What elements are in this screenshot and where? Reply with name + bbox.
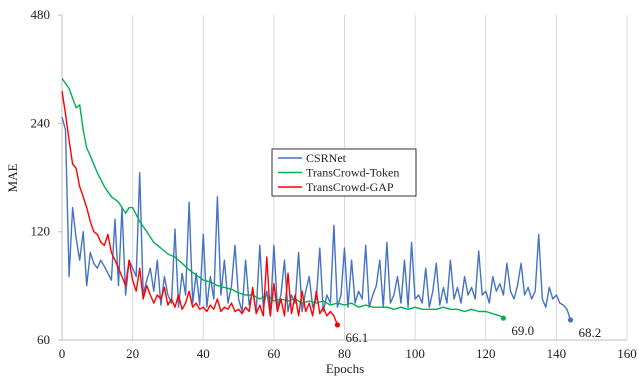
y-tick-label: 120 [31,224,51,239]
y-tick-labels: 60 120 240 480 [31,7,51,347]
x-tick-label: 20 [126,346,139,361]
annotations: 66.1 69.0 68.2 [345,323,601,345]
x-tick-label: 120 [476,346,496,361]
series-lines [61,77,572,326]
x-tick-label: 60 [267,346,280,361]
x-tick-label: 40 [197,346,210,361]
annotation-label: 69.0 [511,323,534,338]
y-tick-label: 240 [31,115,51,130]
legend-label-1: TransCrowd-Token [306,166,399,180]
x-axis-label: Epochs [326,361,364,376]
series-endpoint-1 [500,315,507,321]
annotation-label: 68.2 [579,325,602,340]
x-tick-label: 160 [617,346,637,361]
y-tick-label: 60 [37,332,50,347]
series-line-1 [61,77,504,319]
legend-label-2: TransCrowd-GAP [306,180,394,194]
axes [58,14,627,341]
series-endpoints [334,315,574,328]
x-tick-label: 0 [59,346,66,361]
y-tick-label: 480 [31,7,51,22]
legend-label-0: CSRNet [306,151,347,165]
y-axis-label: MAE [5,163,20,192]
series-endpoint-2 [334,322,341,328]
annotation-label: 66.1 [345,330,368,345]
x-tick-labels: 0 20 40 60 80 100 120 140 160 [59,346,637,361]
series-line-0 [61,116,572,321]
x-tick-label: 100 [405,346,425,361]
x-tick-label: 140 [547,346,567,361]
series-line-2 [61,90,339,326]
series-endpoint-0 [567,317,574,323]
x-tick-label: 80 [338,346,351,361]
